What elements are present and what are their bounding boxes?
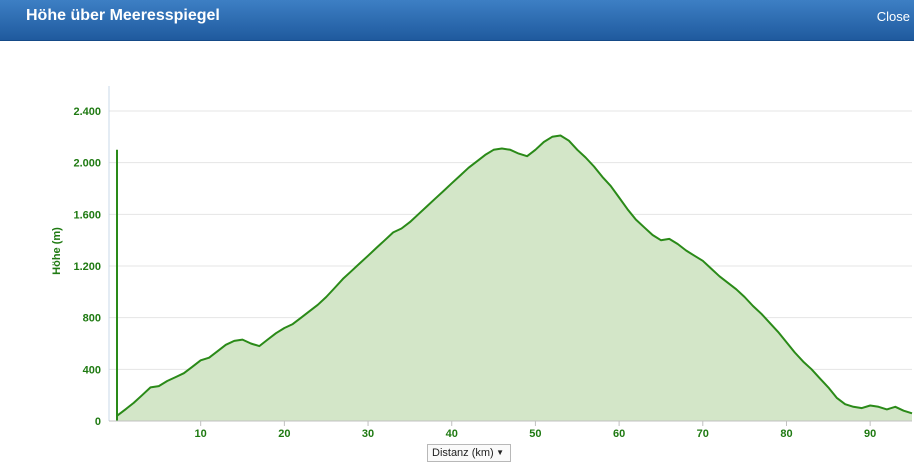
y-tick-label: 0 bbox=[95, 416, 101, 428]
chevron-down-icon: ▼ bbox=[496, 448, 504, 457]
y-tick-label: 400 bbox=[83, 364, 101, 376]
x-tick-label: 80 bbox=[780, 428, 792, 440]
y-tick-labels: 0 400 800 1.200 1.600 2.000 2.400 bbox=[73, 106, 101, 428]
x-tick-label: 40 bbox=[446, 428, 458, 440]
y-tick-label: 2.000 bbox=[73, 158, 101, 170]
x-tick-label: 50 bbox=[529, 428, 541, 440]
y-tick-label: 1.200 bbox=[73, 261, 101, 273]
window-titlebar: Höhe über Meeresspiegel Close bbox=[0, 0, 914, 41]
x-tick-label: 20 bbox=[278, 428, 290, 440]
elevation-line bbox=[116, 134, 913, 417]
y-tick-label: 800 bbox=[83, 313, 101, 325]
x-tick-label: 70 bbox=[697, 428, 709, 440]
x-axis-select[interactable]: Distanz (km) ▼ bbox=[427, 444, 511, 462]
elevation-chart: 0 400 800 1.200 1.600 2.000 2.400 10 20 30 40 50 60… bbox=[51, 86, 913, 440]
y-tick-label: 1.600 bbox=[73, 209, 101, 221]
chart-axes bbox=[108, 86, 912, 426]
x-tick-label: 30 bbox=[362, 428, 374, 440]
y-tick-label: 2.400 bbox=[73, 106, 101, 118]
y-axis-label: Höhe (m) bbox=[51, 227, 63, 275]
x-tick-label: 60 bbox=[613, 428, 625, 440]
x-tick-label: 90 bbox=[864, 428, 876, 440]
elevation-area-fill bbox=[117, 135, 912, 421]
close-button[interactable]: Close bbox=[876, 9, 910, 24]
chart-area-layer bbox=[116, 134, 913, 421]
x-axis-select-label: Distanz (km) bbox=[432, 447, 494, 459]
x-tick-labels: 10 20 30 40 50 60 70 80 90 bbox=[195, 428, 877, 440]
x-tick-label: 10 bbox=[195, 428, 207, 440]
window-title: Höhe über Meeresspiegel bbox=[26, 7, 220, 24]
